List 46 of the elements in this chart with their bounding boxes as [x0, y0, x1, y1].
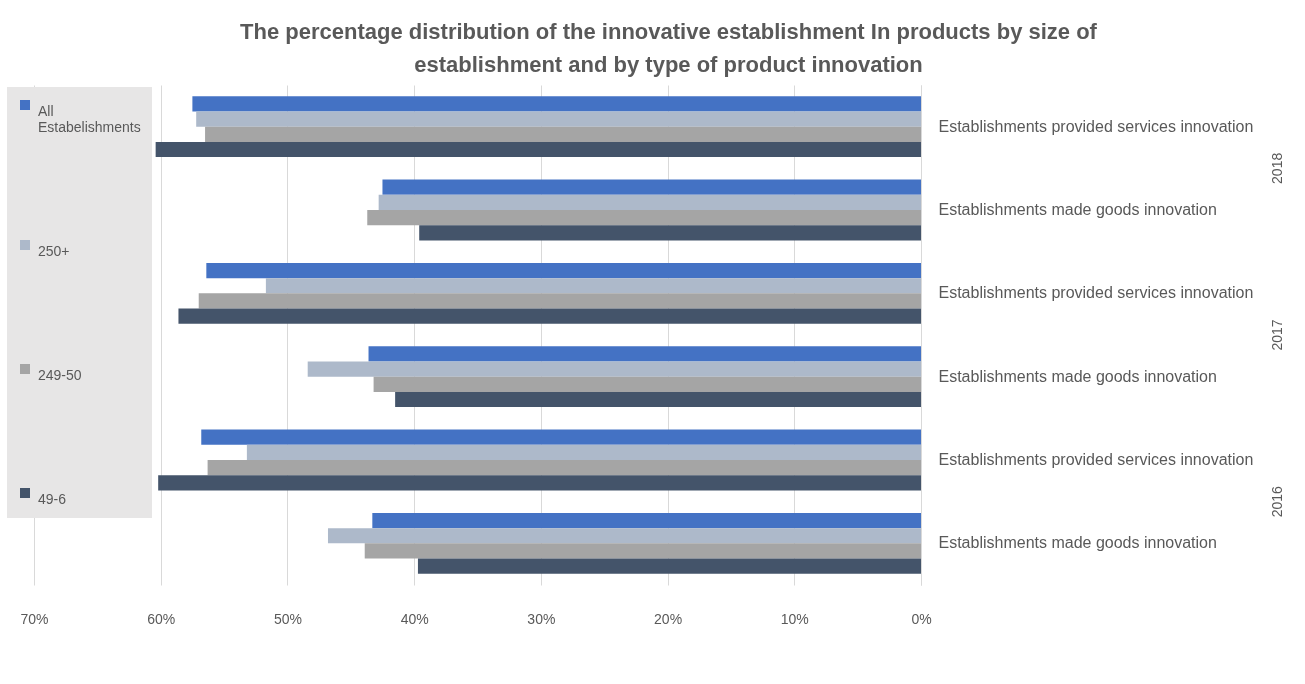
bar — [395, 391, 921, 408]
x-tick-label: 20% — [654, 610, 683, 627]
bar — [178, 308, 921, 324]
bar — [192, 96, 921, 112]
x-tick-label: 10% — [780, 610, 809, 627]
bar — [307, 361, 921, 377]
bar — [373, 376, 921, 392]
bar — [419, 225, 921, 241]
bar — [196, 111, 921, 127]
y-tick-label: Establishments provided services innovation — [938, 117, 1254, 135]
bar — [246, 444, 921, 460]
y-tick-label: Establishments made goods innovation — [938, 201, 1217, 218]
x-tick-label: 50% — [273, 610, 302, 627]
bar — [155, 141, 921, 158]
bar — [158, 475, 921, 491]
legend-label: 49-6 — [38, 491, 67, 507]
bar — [372, 512, 921, 529]
legend-label: All Estabelishments — [38, 103, 141, 135]
bar — [367, 210, 921, 226]
chart-title: The percentage distribution of the innovative establishment In products by size of establishment and by type of product innovation — [240, 19, 1098, 77]
text: 2017 — [1269, 319, 1285, 351]
x-tick-label: 40% — [400, 610, 429, 627]
y-tick-label: Establishments provided services innovation — [938, 284, 1254, 302]
legend-label: 250+ — [38, 243, 70, 259]
bar — [205, 126, 921, 142]
y-tick-label: Establishments provided services innovation — [938, 451, 1254, 468]
bar — [198, 293, 921, 309]
y-tick-label: Establishments made goods innovation — [938, 367, 1217, 385]
bar — [201, 429, 921, 445]
bar — [207, 460, 921, 476]
bar — [368, 346, 921, 362]
bar — [265, 278, 921, 294]
x-tick-label: 30% — [527, 610, 556, 627]
legend-label: 249-50 — [38, 367, 82, 383]
y-tick-label: Establishments made goods innovation — [938, 534, 1217, 552]
x-tick-label: 70% — [20, 610, 49, 627]
x-tick-label: 0% — [911, 610, 932, 627]
bar — [378, 194, 921, 210]
x-tick-label: 60% — [147, 610, 176, 627]
bar — [382, 179, 921, 195]
bar — [417, 558, 921, 574]
text: 2016 — [1269, 485, 1285, 518]
bar — [327, 528, 921, 544]
bar — [206, 262, 921, 279]
text: 2018 — [1269, 152, 1285, 184]
bar — [364, 543, 921, 559]
